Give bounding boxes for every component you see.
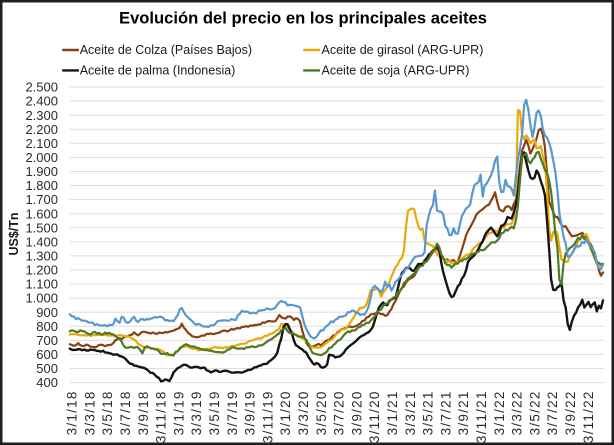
svg-text:Aceite de girasol (ARG-UPR): Aceite de girasol (ARG-UPR) [322, 43, 484, 57]
svg-text:2.000: 2.000 [25, 150, 58, 165]
svg-text:400: 400 [36, 375, 58, 390]
svg-text:3/3/18: 3/3/18 [82, 390, 97, 435]
svg-text:2.500: 2.500 [25, 80, 58, 95]
svg-text:3/5/21: 3/5/21 [421, 390, 436, 435]
svg-text:3/5/22: 3/5/22 [527, 390, 542, 435]
svg-text:3/11/22: 3/11/22 [581, 390, 596, 443]
svg-text:1.600: 1.600 [25, 206, 58, 221]
svg-text:3/3/20: 3/3/20 [296, 390, 311, 435]
svg-text:900: 900 [36, 305, 58, 320]
svg-text:2.100: 2.100 [25, 136, 58, 151]
svg-text:3/7/21: 3/7/21 [438, 390, 453, 435]
svg-text:1.100: 1.100 [25, 277, 58, 292]
svg-text:1.000: 1.000 [25, 291, 58, 306]
svg-text:800: 800 [36, 319, 58, 334]
svg-text:Evolución del precio en los pr: Evolución del precio en los principales … [119, 9, 487, 28]
svg-text:3/9/20: 3/9/20 [349, 390, 364, 435]
svg-text:3/7/18: 3/7/18 [118, 390, 133, 435]
svg-text:3/9/18: 3/9/18 [136, 390, 151, 435]
svg-text:1.900: 1.900 [25, 164, 58, 179]
svg-text:3/3/19: 3/3/19 [189, 390, 204, 435]
svg-text:3/11/18: 3/11/18 [154, 390, 169, 443]
svg-text:2.400: 2.400 [25, 94, 58, 109]
svg-text:3/11/19: 3/11/19 [260, 390, 275, 443]
svg-text:1.200: 1.200 [25, 263, 58, 278]
svg-text:2.300: 2.300 [25, 108, 58, 123]
svg-text:3/7/20: 3/7/20 [332, 390, 347, 435]
svg-text:500: 500 [36, 361, 58, 376]
svg-text:3/5/18: 3/5/18 [100, 390, 115, 435]
svg-text:3/1/21: 3/1/21 [385, 390, 400, 435]
svg-text:3/9/19: 3/9/19 [243, 390, 258, 435]
svg-text:3/7/22: 3/7/22 [545, 390, 560, 435]
svg-text:US$/Tn: US$/Tn [7, 212, 21, 255]
svg-text:3/11/21: 3/11/21 [474, 390, 489, 443]
svg-text:3/5/20: 3/5/20 [314, 390, 329, 435]
svg-text:3/7/19: 3/7/19 [225, 390, 240, 435]
svg-text:3/11/20: 3/11/20 [367, 390, 382, 443]
svg-text:2.200: 2.200 [25, 122, 58, 137]
svg-text:3/1/22: 3/1/22 [492, 390, 507, 435]
svg-text:3/5/19: 3/5/19 [207, 390, 222, 435]
svg-text:Aceite de Colza (Países Bajos): Aceite de Colza (Países Bajos) [80, 43, 252, 57]
svg-text:1.500: 1.500 [25, 220, 58, 235]
svg-text:Aceite de palma (Indonesia): Aceite de palma (Indonesia) [80, 63, 236, 77]
svg-text:3/3/21: 3/3/21 [403, 390, 418, 435]
svg-text:3/1/19: 3/1/19 [171, 390, 186, 435]
svg-text:1.800: 1.800 [25, 178, 58, 193]
svg-text:1.400: 1.400 [25, 234, 58, 249]
svg-text:3/9/21: 3/9/21 [456, 390, 471, 435]
svg-text:Aceite de soja (ARG-UPR): Aceite de soja (ARG-UPR) [322, 63, 470, 77]
svg-text:1.300: 1.300 [25, 249, 58, 264]
svg-text:1.700: 1.700 [25, 192, 58, 207]
svg-text:600: 600 [36, 347, 58, 362]
svg-text:3/1/20: 3/1/20 [278, 390, 293, 435]
svg-text:3/1/18: 3/1/18 [65, 390, 80, 435]
svg-text:3/9/22: 3/9/22 [563, 390, 578, 435]
svg-text:3/3/22: 3/3/22 [510, 390, 525, 435]
svg-text:700: 700 [36, 333, 58, 348]
